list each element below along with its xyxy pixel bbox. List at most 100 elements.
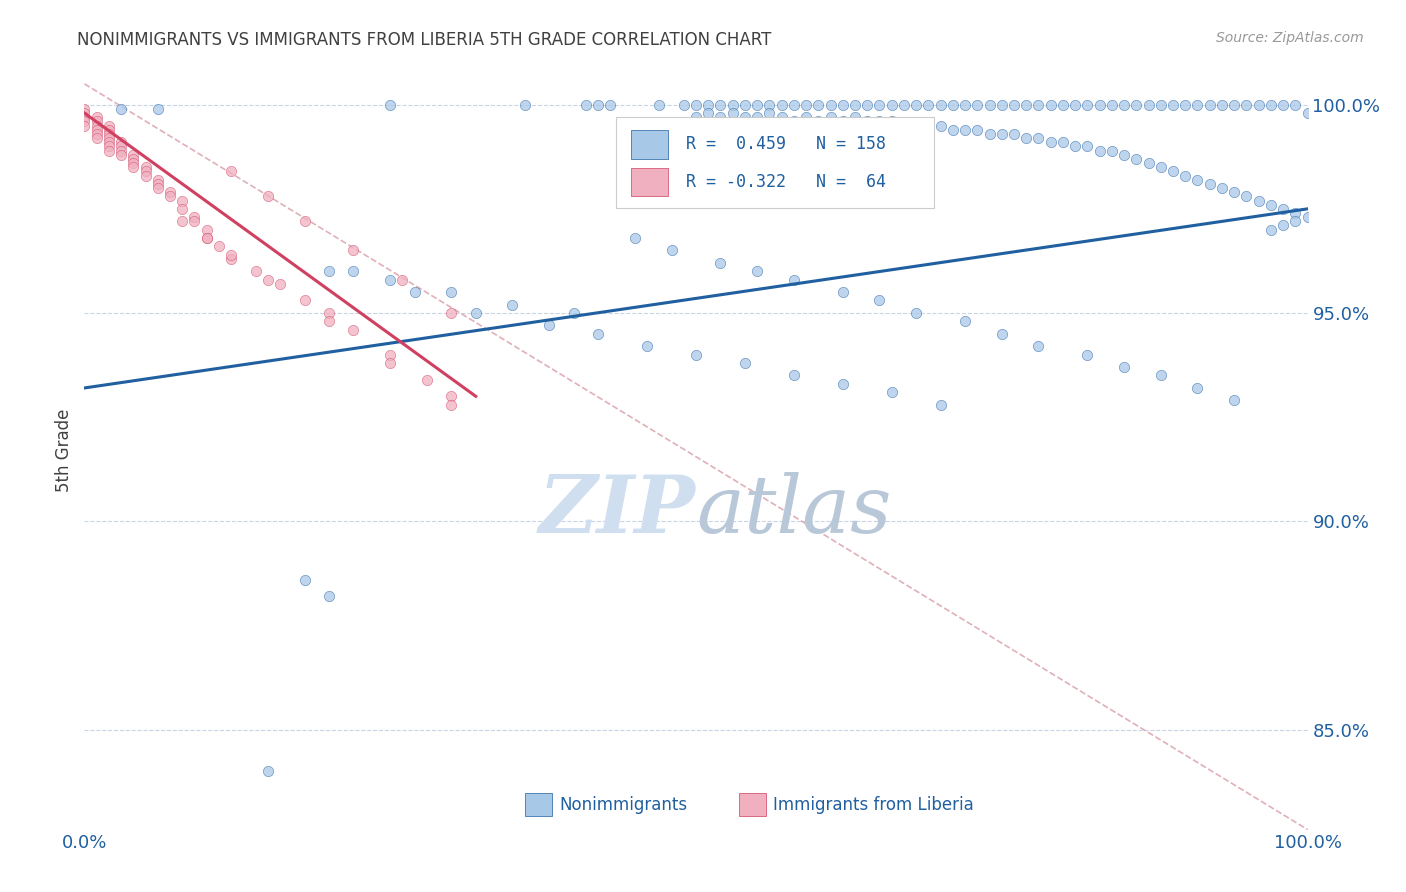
FancyBboxPatch shape	[616, 117, 935, 208]
Point	[685, 110, 707, 124]
Point	[1101, 97, 1123, 112]
Point	[146, 172, 169, 186]
Point	[991, 127, 1014, 141]
FancyBboxPatch shape	[631, 129, 668, 159]
Point	[440, 306, 463, 320]
Point	[110, 102, 132, 116]
Point	[464, 306, 486, 320]
Point	[269, 277, 291, 291]
Point	[869, 97, 891, 112]
Point	[1187, 381, 1209, 395]
Point	[440, 285, 463, 300]
Point	[1052, 135, 1074, 149]
Point	[97, 131, 120, 145]
Point	[794, 97, 817, 112]
Point	[1284, 206, 1306, 220]
Point	[783, 114, 806, 128]
Point	[1150, 97, 1173, 112]
Point	[770, 97, 793, 112]
Point	[318, 306, 340, 320]
Point	[110, 144, 132, 158]
Point	[294, 214, 316, 228]
Point	[73, 110, 96, 124]
Point	[831, 114, 853, 128]
Text: Immigrants from Liberia: Immigrants from Liberia	[773, 796, 974, 814]
Point	[856, 114, 879, 128]
Point	[342, 244, 364, 258]
Point	[929, 119, 952, 133]
Point	[380, 97, 402, 112]
Point	[636, 339, 658, 353]
Point	[110, 147, 132, 161]
Point	[159, 189, 181, 203]
Point	[380, 356, 402, 370]
Point	[1223, 393, 1246, 408]
Point	[513, 97, 536, 112]
Point	[966, 97, 988, 112]
Point	[1161, 97, 1184, 112]
Point	[905, 119, 928, 133]
Point	[86, 114, 108, 128]
Point	[747, 97, 769, 112]
Text: NONIMMIGRANTS VS IMMIGRANTS FROM LIBERIA 5TH GRADE CORRELATION CHART: NONIMMIGRANTS VS IMMIGRANTS FROM LIBERIA…	[77, 31, 772, 49]
Point	[942, 122, 965, 136]
Point	[1114, 360, 1136, 375]
Point	[979, 127, 1001, 141]
Point	[1260, 97, 1282, 112]
Point	[1161, 164, 1184, 178]
Text: atlas: atlas	[696, 473, 891, 549]
Point	[586, 326, 609, 341]
Text: Source: ZipAtlas.com: Source: ZipAtlas.com	[1216, 31, 1364, 45]
Point	[880, 385, 903, 400]
Point	[672, 97, 695, 112]
Point	[685, 348, 707, 362]
FancyBboxPatch shape	[738, 793, 766, 816]
Point	[318, 264, 340, 278]
Point	[1137, 156, 1160, 170]
Point	[440, 398, 463, 412]
Point	[1223, 97, 1246, 112]
FancyBboxPatch shape	[631, 168, 668, 196]
Point	[1198, 177, 1220, 191]
Point	[1284, 97, 1306, 112]
Point	[721, 106, 744, 120]
Point	[929, 97, 952, 112]
Point	[86, 127, 108, 141]
Point	[794, 110, 817, 124]
Point	[709, 97, 731, 112]
Point	[917, 97, 939, 112]
Point	[831, 285, 853, 300]
Point	[1028, 339, 1050, 353]
Point	[905, 306, 928, 320]
Point	[734, 110, 756, 124]
Point	[219, 164, 242, 178]
Point	[758, 97, 780, 112]
Point	[599, 97, 621, 112]
Point	[1247, 97, 1270, 112]
Point	[73, 106, 96, 120]
Point	[562, 306, 585, 320]
Point	[135, 164, 157, 178]
Point	[734, 97, 756, 112]
Point	[208, 239, 231, 253]
Point	[807, 97, 830, 112]
Point	[1015, 97, 1038, 112]
Point	[257, 764, 280, 779]
Point	[1187, 172, 1209, 186]
Point	[783, 368, 806, 383]
Point	[820, 110, 842, 124]
Point	[73, 114, 96, 128]
Point	[1076, 348, 1098, 362]
Point	[1114, 147, 1136, 161]
Point	[122, 152, 145, 166]
Point	[758, 106, 780, 120]
Point	[953, 122, 976, 136]
Point	[195, 222, 218, 236]
Point	[1174, 169, 1197, 183]
Point	[146, 181, 169, 195]
Point	[991, 97, 1014, 112]
Point	[1088, 97, 1111, 112]
Point	[979, 97, 1001, 112]
Point	[856, 97, 879, 112]
Point	[538, 318, 561, 333]
